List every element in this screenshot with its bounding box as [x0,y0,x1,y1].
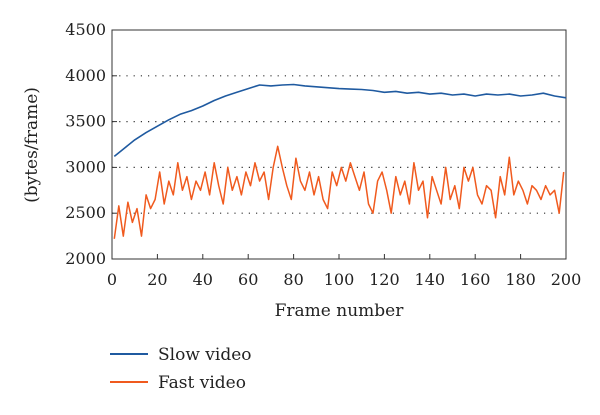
y-axis-title: (bytes/frame) [22,87,42,203]
x-tick-label: 80 [283,270,303,289]
legend: Slow video Fast video [110,345,252,393]
x-axis: 0 20 40 60 80 100 120 140 160 180 200 [107,254,581,289]
x-tick-label: 20 [147,270,167,289]
x-tick-label: 180 [505,270,536,289]
y-tick-label: 3000 [65,157,106,176]
plot-area-frame [111,29,567,260]
x-tick-label: 40 [193,270,213,289]
x-tick-label: 0 [107,270,117,289]
series-line-fast-video [113,145,565,239]
y-tick-label: 4500 [65,20,106,39]
x-tick-label: 120 [369,270,400,289]
y-tick-label: 3500 [65,112,106,131]
y-axis: 2000 2500 3000 3500 4000 4500 [65,20,117,268]
x-tick-label: 60 [238,270,258,289]
y-tick-label: 2000 [65,249,106,268]
x-tick-label: 200 [551,270,582,289]
x-tick-label: 140 [415,270,446,289]
legend-fast-video-label: Fast video [158,373,246,393]
x-tick-label: 160 [460,270,491,289]
y-tick-label: 2500 [65,203,106,222]
series-line-slow-video [113,83,567,158]
x-tick-label: 100 [324,270,355,289]
series-group [113,83,567,239]
legend-slow-video-label: Slow video [158,345,252,365]
y-tick-label: 4000 [65,66,106,85]
x-axis-title: Frame number [275,301,405,321]
